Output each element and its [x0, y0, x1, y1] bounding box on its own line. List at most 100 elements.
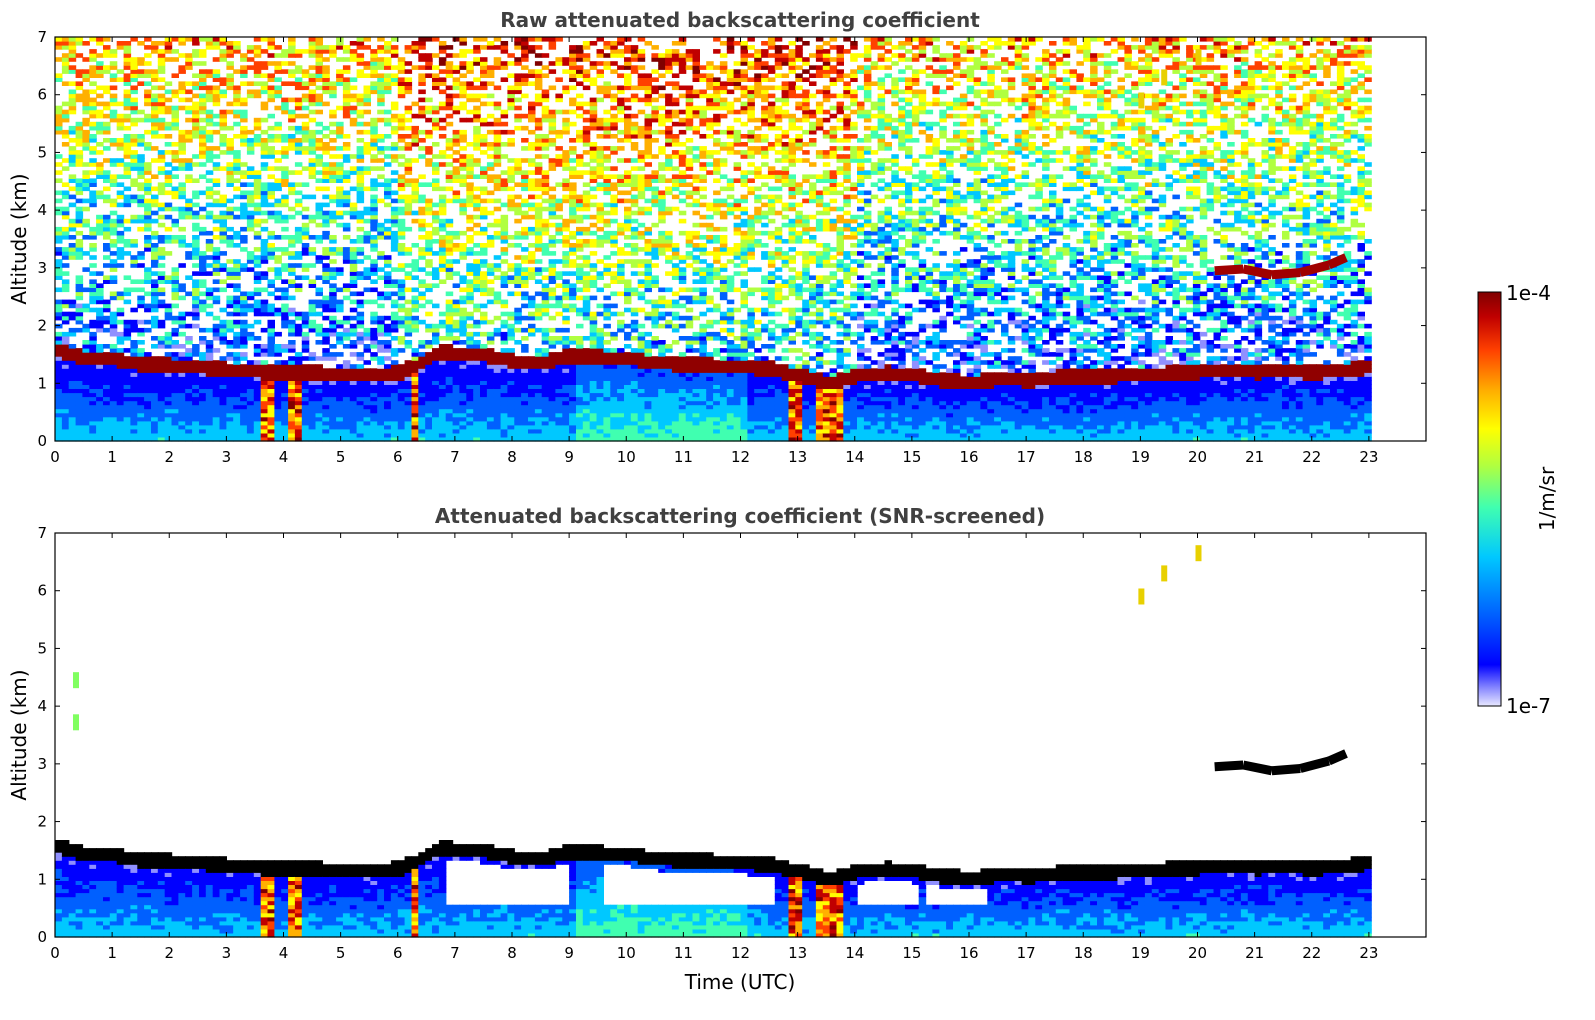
heatmap-cell	[473, 174, 481, 179]
heatmap-cell	[438, 210, 447, 216]
heatmap-cell	[548, 69, 557, 74]
heatmap-cell	[555, 202, 563, 208]
heatmap-cell	[96, 166, 104, 171]
heatmap-cell	[377, 348, 385, 353]
heatmap-cell	[205, 291, 214, 297]
heatmap-cell	[576, 275, 584, 280]
heatmap-cell	[486, 392, 495, 398]
heatmap-cell	[480, 69, 488, 74]
heatmap-cell	[301, 230, 310, 236]
heatmap-cell	[288, 267, 296, 272]
heatmap-cell	[432, 388, 440, 394]
heatmap-cell	[377, 158, 385, 163]
heatmap-cell	[528, 380, 536, 385]
heatmap-cell	[459, 408, 467, 414]
heatmap-cell	[432, 154, 440, 159]
heatmap-cell	[116, 182, 125, 187]
heatmap-cell	[301, 424, 310, 430]
heatmap-cell	[397, 388, 406, 394]
heatmap-cell	[555, 230, 563, 236]
heatmap-cell	[192, 364, 200, 369]
heatmap-cell	[253, 319, 262, 325]
heatmap-cell	[356, 170, 365, 175]
heatmap-cell	[425, 247, 433, 252]
heatmap-cell	[288, 340, 296, 345]
heatmap-cell	[548, 263, 557, 268]
heatmap-cell	[185, 138, 193, 143]
heatmap-cell	[226, 327, 234, 333]
heatmap-cell	[329, 166, 337, 171]
heatmap-cell	[61, 376, 70, 381]
heatmap-cell	[301, 125, 310, 131]
heatmap-cell	[411, 45, 419, 50]
heatmap-cell	[219, 77, 227, 82]
heatmap-cell	[89, 336, 97, 341]
heatmap-cell	[288, 388, 296, 394]
heatmap-cell	[246, 226, 255, 232]
heatmap-cell	[363, 121, 371, 127]
heatmap-cell	[384, 384, 392, 389]
heatmap-cell	[514, 267, 522, 272]
heatmap-cell	[486, 412, 495, 418]
heatmap-cell	[397, 57, 406, 62]
heatmap-cell	[356, 251, 365, 256]
heatmap-cell	[432, 125, 440, 131]
heatmap-cell	[192, 380, 200, 385]
heatmap-cell	[438, 437, 447, 442]
heatmap-cell	[144, 239, 152, 244]
heatmap-cell	[82, 174, 90, 179]
heatmap-cell	[500, 396, 509, 402]
heatmap-cell	[432, 170, 440, 175]
heatmap-cell	[246, 202, 255, 208]
heatmap-cell	[205, 356, 214, 361]
heatmap-cell	[569, 291, 577, 297]
heatmap-cell	[562, 295, 570, 301]
heatmap-cell	[109, 392, 118, 398]
heatmap-cell	[246, 408, 255, 414]
heatmap-cell	[185, 348, 193, 353]
heatmap-cell	[164, 105, 173, 111]
heatmap-cell	[267, 247, 275, 252]
heatmap-cell	[521, 53, 529, 58]
heatmap-cell	[342, 376, 351, 381]
heatmap-cell	[281, 170, 289, 175]
heatmap-cell	[288, 45, 296, 50]
heatmap-cell	[253, 61, 262, 66]
heatmap-cell	[329, 396, 337, 402]
heatmap-cell	[555, 396, 563, 402]
heatmap-cell	[452, 400, 461, 406]
heatmap-cell	[329, 299, 337, 305]
heatmap-cell	[240, 182, 248, 187]
heatmap-cell	[253, 372, 262, 377]
heatmap-cell	[103, 174, 111, 179]
heatmap-cell	[199, 336, 207, 341]
heatmap-cell	[288, 331, 296, 337]
heatmap-cell	[466, 61, 474, 66]
heatmap-cell	[55, 323, 63, 329]
heatmap-cell	[123, 437, 132, 442]
heatmap-cell	[116, 376, 125, 381]
heatmap-cell	[151, 384, 159, 389]
heatmap-cell	[199, 226, 207, 232]
heatmap-cell	[322, 142, 330, 147]
heatmap-cell	[82, 380, 90, 385]
heatmap-cell	[500, 230, 509, 236]
heatmap-cell	[240, 202, 248, 208]
heatmap-cell	[390, 416, 399, 422]
heatmap-cell	[89, 53, 97, 58]
heatmap-cell	[96, 344, 104, 349]
heatmap-cell	[185, 336, 193, 341]
heatmap-cell	[192, 251, 200, 256]
heatmap-cell	[301, 404, 310, 410]
heatmap-cell	[82, 206, 90, 212]
heatmap-cell	[507, 174, 515, 179]
heatmap-cell	[205, 247, 214, 252]
heatmap-cell	[185, 404, 193, 410]
heatmap-cell	[541, 356, 550, 361]
heatmap-cell	[253, 303, 262, 309]
heatmap-cell	[384, 235, 392, 240]
heatmap-cell	[260, 146, 269, 151]
heatmap-cell	[562, 166, 570, 171]
heatmap-cell	[452, 352, 461, 357]
heatmap-cell	[185, 352, 193, 357]
